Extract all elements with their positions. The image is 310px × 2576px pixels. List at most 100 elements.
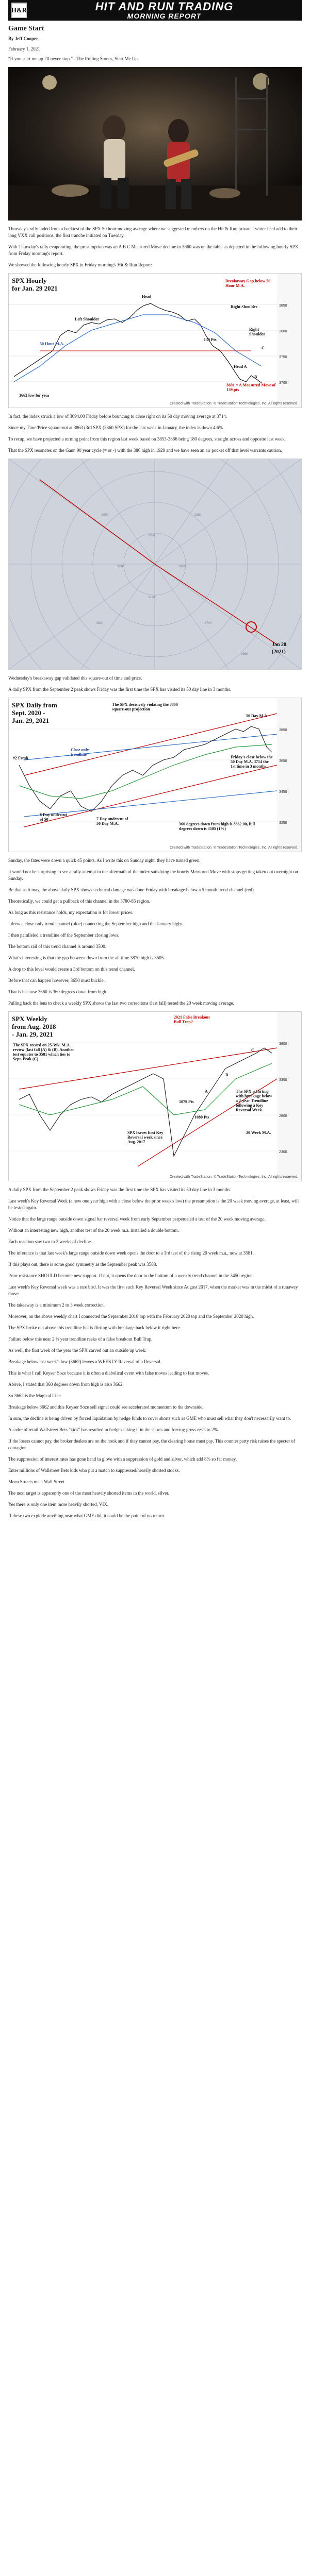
- svg-text:3750: 3750: [279, 355, 287, 359]
- svg-text:3700: 3700: [279, 381, 287, 385]
- label-8-day-undercut: 8 Day undercut of 50: [40, 812, 67, 822]
- label-right-shoulder-2: Right Shoulder: [249, 327, 266, 336]
- label-2-fresh: #2 Fresh: [13, 756, 28, 760]
- article-paragraph: I drew a close only trend channel (blue)…: [8, 921, 184, 926]
- daily-title-line1: SPX Daily from: [12, 701, 57, 709]
- article-section-5: A daily SPX from the September 2 peak sh…: [8, 1187, 302, 1519]
- svg-text:3000: 3000: [179, 565, 186, 568]
- label-measured-move: 3691 = A Measured Move of 139 pts: [226, 383, 276, 392]
- article-paragraph: Above, I stated that 360 degrees down fr…: [8, 1382, 124, 1387]
- article-paragraph: In sum, the decline is being driven by f…: [8, 1416, 291, 1421]
- article-paragraph: A daily SPX from the September 2 peak sh…: [8, 687, 232, 692]
- report-page: H&R HIT AND RUN TRADING MORNING REPORT G…: [8, 0, 302, 1529]
- svg-text:3250: 3250: [279, 821, 287, 825]
- article-byline: By Jeff Cooper: [8, 36, 38, 41]
- article-paragraph: The suppression of interest rates has go…: [8, 1456, 237, 1462]
- svg-text:3380: 3380: [194, 514, 202, 517]
- label-weekly-desc: The SPX record on 25-Wk. M.A. review (la…: [13, 1043, 74, 1061]
- svg-text:3860: 3860: [241, 653, 248, 656]
- article-paragraph: Sunday, the fates were down a quick 45 p…: [8, 858, 201, 863]
- label-1079-pts: 1079 Pts: [179, 1099, 194, 1104]
- article-paragraph: If the losers cannot pay, the broker dea…: [8, 1438, 295, 1450]
- hourly-grid: [9, 304, 277, 382]
- article-paragraph: Yes there is only one item more heavily …: [8, 1502, 109, 1507]
- svg-text:3650: 3650: [279, 759, 287, 763]
- article-paragraph: Without an interesting new high, another…: [8, 1228, 179, 1233]
- svg-text:2300: 2300: [279, 1150, 287, 1154]
- article-paragraph: Breakage below 3662 and this Keyser Soze…: [8, 1404, 204, 1410]
- article-paragraph: If these two explode anything near what …: [8, 1513, 165, 1518]
- spx-hourly-chart: 3850 3800 3750 3700 SPX Hourly for Jan. …: [8, 273, 302, 408]
- article-paragraph: Wednesday's breakaway gap validated this…: [8, 675, 142, 681]
- gann-label-jan: Jan 20: [272, 642, 287, 648]
- article-paragraph: This is what I call Keyser Soze because …: [8, 1370, 209, 1376]
- label-decisively-violating: The SPX decisively violating the 3860 sq…: [112, 702, 178, 711]
- svg-text:3240: 3240: [117, 565, 124, 568]
- article-paragraph: Since my Time/Price square-out at 3863 (…: [8, 425, 224, 430]
- article-paragraph: Theoretically, we could get a pullback o…: [8, 899, 150, 904]
- article-paragraph: If this plays out, there is some good sy…: [8, 1262, 157, 1267]
- article-paragraph: A cadre of retail Wallstreet Bets "kids"…: [8, 1427, 219, 1432]
- svg-text:2880: 2880: [148, 534, 155, 537]
- article-paragraph: Pulling back the lens to check a weekly …: [8, 1001, 234, 1006]
- label-head-a: Head A: [234, 364, 247, 369]
- hit-and-run-logo[interactable]: H&R: [11, 3, 27, 18]
- label-left-shoulder: Left Shoulder: [75, 317, 100, 321]
- spx-daily-chart: 3850 3650 3450 3250 SPX Daily from Sept.…: [8, 698, 302, 852]
- svg-text:3450: 3450: [279, 790, 287, 794]
- gann-square-chart: 2880 3000 3120 3240 3380 3500 3620 3740 …: [8, 459, 302, 670]
- article-paragraph: In fact, the index struck a low of 3694.…: [8, 414, 227, 419]
- label-50-day-ma: 50 Day M.A.: [246, 714, 269, 718]
- label-1080-pts: 1080 Pts: [194, 1115, 209, 1120]
- label-c: C: [262, 346, 265, 350]
- banner-subtitle: MORNING REPORT: [127, 12, 202, 20]
- label-50-hour-ma: 50 Hour M.A.: [40, 342, 64, 346]
- article-paragraph: We showed the following hourly SPX in Fr…: [8, 262, 152, 267]
- article-paragraph: It would not be surprising to see a rall…: [8, 869, 298, 881]
- gann-square-art: 2880 3000 3120 3240 3380 3500 3620 3740 …: [9, 459, 301, 669]
- article-paragraph: As well, the first week of the year the …: [8, 1348, 146, 1353]
- daily-chart-title: SPX Daily from Sept. 2020 - Jan. 29, 202…: [12, 701, 57, 724]
- label-360-degrees: 360 degrees down from high is 3662.00, f…: [179, 822, 255, 831]
- article-paragraph: Enter millions of Wallstreet Bets kids w…: [8, 1468, 180, 1473]
- hourly-chart-title: SPX Hourly for Jan. 29 2021: [12, 277, 58, 292]
- svg-text:3800: 3800: [279, 1042, 287, 1046]
- weekly-chart-credit: Created with TradeStation. © TradeStatio…: [170, 1175, 298, 1179]
- svg-text:3500: 3500: [102, 514, 109, 517]
- article-paragraph: So 3662 is the Magical Line: [8, 1393, 61, 1398]
- label-139-pts: 139 Pts: [204, 337, 217, 342]
- label-20-week-ma: 20 Week M.A.: [246, 1130, 271, 1135]
- svg-text:3740: 3740: [205, 622, 212, 625]
- weekly-title-line3: - Jan. 29, 2021: [12, 1030, 53, 1038]
- daily-chart-credit: Created with TradeStation. © TradeStatio…: [170, 846, 298, 850]
- daily-title-line3: Jan. 29, 2021: [12, 717, 50, 724]
- weekly-chart-title: SPX Weekly from Aug. 2018 - Jan. 29, 202…: [12, 1015, 56, 1038]
- article-paragraph: Be that as it may, the above daily SPX s…: [8, 887, 255, 892]
- label-spx-flirting: The SPX is flirting with breakage below …: [236, 1089, 272, 1112]
- banner-titles: HIT AND RUN TRADING MORNING REPORT: [27, 1, 302, 20]
- article-paragraph: Notice that the large range outside down…: [8, 1216, 266, 1222]
- label-false-breakout: 2021 False Breakout Bull Trap?: [174, 1015, 210, 1024]
- article-paragraph: The inference is that last week's large …: [8, 1250, 254, 1256]
- article-paragraph: The SPX broke out above this trendline b…: [8, 1325, 181, 1330]
- hourly-title-line1: SPX Hourly: [12, 277, 47, 284]
- label-close-only-trendline: Close only trendline: [71, 748, 89, 757]
- spx-weekly-chart: 3800 3300 2800 2300 SPX Weekly from Aug.…: [8, 1011, 302, 1181]
- svg-text:3850: 3850: [279, 728, 287, 732]
- hourly-50hr-ma: [13, 314, 262, 382]
- svg-text:2800: 2800: [279, 1114, 287, 1118]
- article-paragraph: As long as this resistance holds, my exp…: [8, 910, 134, 915]
- hourly-chart-credit: Created with TradeStation. © TradeStatio…: [170, 402, 298, 405]
- report-banner: H&R HIT AND RUN TRADING MORNING REPORT: [8, 0, 302, 21]
- label-key-reversal: SPX leaves first Key Reversal week since…: [127, 1130, 164, 1144]
- hourly-title-line2: for Jan. 29 2021: [12, 284, 58, 292]
- spx-hourly-chart-plot: 3850 3800 3750 3700: [9, 274, 301, 408]
- svg-text:3850: 3850: [279, 304, 287, 308]
- article-paragraph: Before that can happen however, 3650 mus…: [8, 978, 105, 983]
- svg-text:3800: 3800: [279, 330, 287, 333]
- label-c: C: [251, 1048, 254, 1053]
- label-7-day-undercut: 7 Day undercut of 50 Day M.A.: [96, 817, 128, 826]
- banner-title: HIT AND RUN TRADING: [95, 0, 234, 13]
- weekly-title-line2: from Aug. 2018: [12, 1023, 56, 1030]
- article-paragraph: The takeaway is a minimum 2 to 3 week co…: [8, 1302, 105, 1308]
